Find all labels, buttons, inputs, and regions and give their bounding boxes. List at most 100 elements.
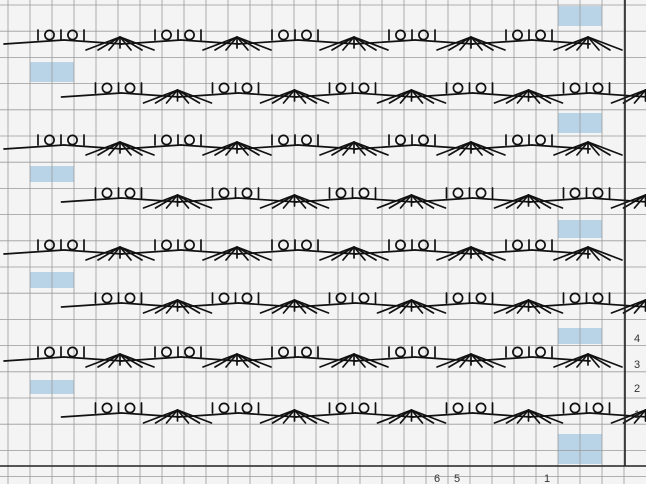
dash-left [411,92,474,98]
yarn-over-symbol [418,134,429,146]
decrease-stroke [85,246,121,261]
decrease-stroke [505,409,530,424]
dash-right [531,356,591,362]
dash-left [411,197,474,203]
decrease-stroke [214,353,238,368]
yarn-over-symbol [452,187,464,199]
decrease-stroke [505,194,530,209]
yarn-over-symbol [512,134,523,146]
yarn-over-symbol [101,402,113,414]
yarn-over-symbol [67,29,78,41]
dash-left [3,356,65,362]
yarn-over-symbol [218,82,230,94]
decrease-stroke [376,299,413,314]
decrease-stroke [587,353,623,368]
dash-right [531,249,591,255]
yarn-over-symbol [592,292,604,304]
yarn-over-symbol [67,346,78,358]
decrease-stroke [516,299,530,314]
decrease-stroke [493,409,530,424]
decrease-stroke [553,141,589,156]
yarn-over-symbol [535,239,546,251]
yarn-over-symbol [218,292,230,304]
yarn-over-symbol [592,402,604,414]
dash-left [354,356,416,362]
yarn-over-symbol [592,187,604,199]
decrease-stroke [202,353,238,368]
dash-right [120,302,181,308]
decrease-stroke [399,409,413,424]
decrease-stroke [633,89,646,104]
decrease-stroke [342,246,355,261]
decrease-stroke [97,141,121,156]
decrease-stroke [108,36,121,51]
decrease-stroke [282,194,296,209]
yarn-over-symbol [592,82,604,94]
dash-right [180,39,240,45]
decrease-stroke [97,246,121,261]
decrease-stroke [388,409,413,424]
yarn-over-symbol [184,29,195,41]
yarn-over-symbol [395,29,406,41]
decrease-stroke [271,194,296,209]
decrease-stroke [108,141,121,156]
decrease-stroke [436,36,472,51]
dash-left [177,92,240,98]
dash-right [531,39,591,45]
dash-right [354,92,415,98]
decrease-stroke [553,36,589,51]
decrease-stroke [282,89,296,104]
decrease-stroke [319,353,355,368]
dash-left [411,412,474,418]
decrease-stroke [282,409,296,424]
yarn-over-symbol [278,239,289,251]
decrease-stroke [505,299,530,314]
dash-right [297,356,357,362]
dash-right [180,356,240,362]
dash-right [471,92,532,98]
yarn-over-symbol [358,292,370,304]
decrease-stroke [448,246,472,261]
dash-right [354,412,415,418]
decrease-stroke [622,409,646,424]
decrease-stroke [108,246,121,261]
dash-right [237,92,298,98]
yarn-over-symbol [278,346,289,358]
dash-right [120,197,181,203]
yarn-over-symbol [569,187,581,199]
decrease-stroke [154,194,179,209]
yarn-over-symbol [301,239,312,251]
decrease-stroke [142,299,179,314]
decrease-stroke [259,409,296,424]
decrease-stroke [516,89,530,104]
dash-left [294,302,357,308]
yarn-over-symbol [301,29,312,41]
dash-right [297,249,357,255]
decrease-stroke [259,194,296,209]
yarn-over-symbol [512,346,523,358]
yarn-over-symbol [358,82,370,94]
dash-left [354,249,416,255]
decrease-stroke [610,194,646,209]
column-number-6: 6 [434,473,440,484]
decrease-stroke [399,194,413,209]
decrease-stroke [259,89,296,104]
dash-left [528,412,591,418]
decrease-stroke [610,409,646,424]
chart-frame [0,0,646,467]
dash-right [414,144,474,150]
yarn-over-symbol [569,292,581,304]
decrease-stroke [493,194,530,209]
dash-right [471,412,532,418]
yarn-over-symbol [535,134,546,146]
decrease-stroke [388,89,413,104]
dash-left [471,144,533,150]
dash-left [120,144,182,150]
dash-right [63,39,123,45]
decrease-stroke [399,89,413,104]
dash-left [294,412,357,418]
decrease-stroke [388,299,413,314]
decrease-stroke [154,299,179,314]
